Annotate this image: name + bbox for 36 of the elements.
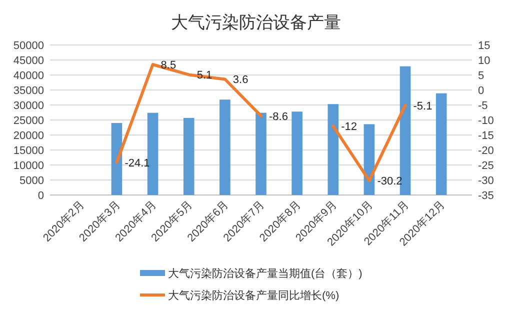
data-label: -5.1 <box>413 100 432 112</box>
y2-tick-label: -20 <box>478 145 494 157</box>
bar <box>292 112 302 195</box>
y-tick-label: 10000 <box>13 160 44 172</box>
y-tick-label: 15000 <box>13 145 44 157</box>
chart-title: 大气污染防治设备产量 <box>171 13 341 32</box>
y-tick-label: 30000 <box>13 100 44 112</box>
y2-tick-label: 15 <box>478 40 490 52</box>
y2-tick-label: -25 <box>478 160 494 172</box>
y2-tick-label: -15 <box>478 130 494 142</box>
y2-tick-label: -35 <box>478 190 494 202</box>
y-tick-label: 0 <box>38 190 44 202</box>
data-label: -12 <box>341 121 358 133</box>
y-tick-label: 25000 <box>13 115 44 127</box>
bar <box>328 104 339 195</box>
y-tick-label: 50000 <box>13 40 44 52</box>
y2-tick-label: -10 <box>478 115 494 127</box>
y-tick-label: 5000 <box>20 175 44 187</box>
y-tick-label: 20000 <box>13 130 44 142</box>
legend-label: 大气污染防治设备产量当期值(台（套）) <box>168 267 362 280</box>
y2-tick-label: -30 <box>478 175 494 187</box>
y2-tick-label: 10 <box>478 55 490 67</box>
data-label: 3.6 <box>232 74 248 86</box>
y2-tick-label: -5 <box>478 100 488 112</box>
data-label: -8.6 <box>269 110 288 123</box>
y-tick-label: 35000 <box>13 85 44 97</box>
y-tick-label: 45000 <box>13 55 44 67</box>
legend-label: 大气污染防治设备产量同比增长(%) <box>168 289 340 302</box>
y2-tick-label: 0 <box>478 85 484 97</box>
bar <box>183 118 194 195</box>
bar <box>111 123 122 195</box>
bar <box>256 112 266 195</box>
bar <box>220 100 230 195</box>
bar <box>436 93 447 195</box>
y-tick-label: 40000 <box>13 70 44 82</box>
y2-tick-label: 5 <box>478 70 484 82</box>
